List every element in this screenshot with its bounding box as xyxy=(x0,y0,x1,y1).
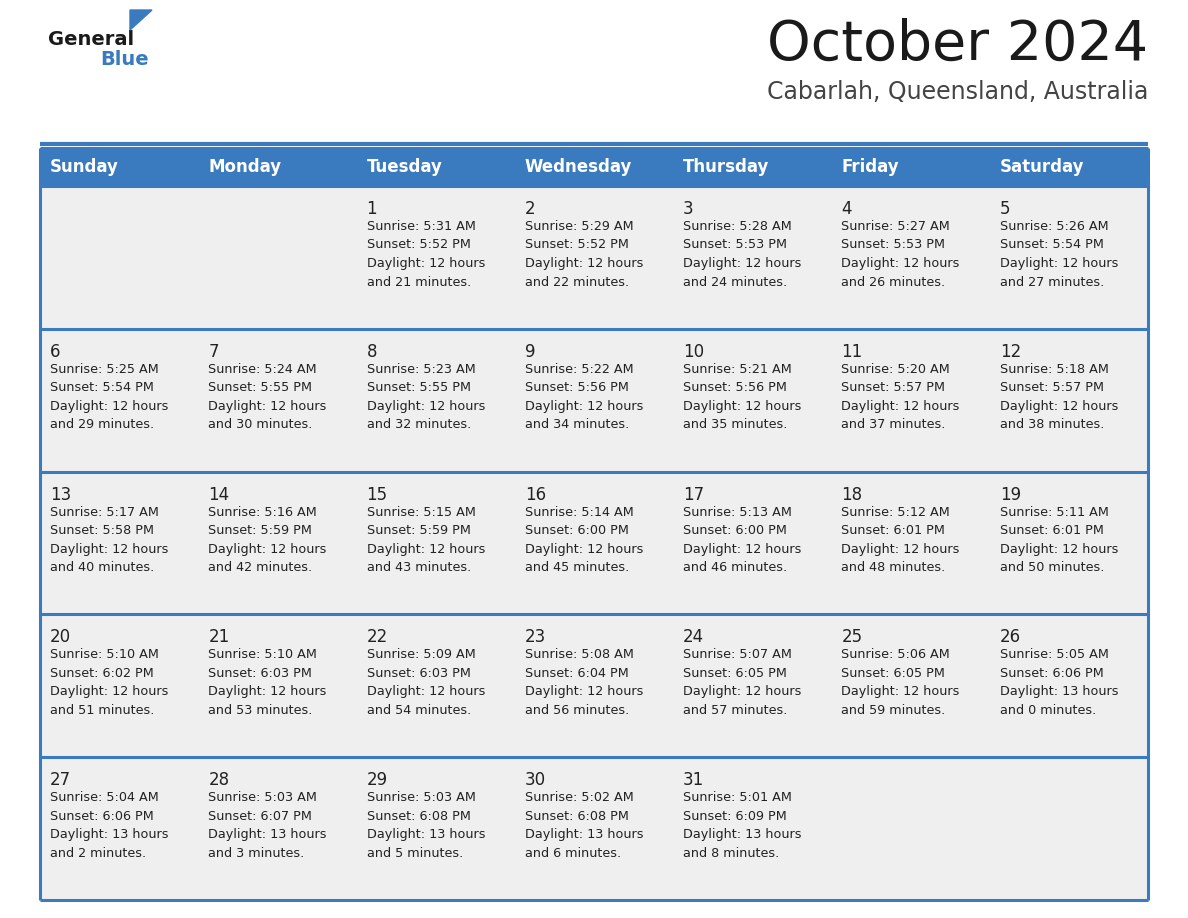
Text: Sunrise: 5:13 AM
Sunset: 6:00 PM
Daylight: 12 hours
and 46 minutes.: Sunrise: 5:13 AM Sunset: 6:00 PM Dayligh… xyxy=(683,506,802,574)
Text: Sunrise: 5:17 AM
Sunset: 5:58 PM
Daylight: 12 hours
and 40 minutes.: Sunrise: 5:17 AM Sunset: 5:58 PM Dayligh… xyxy=(50,506,169,574)
Text: Sunrise: 5:18 AM
Sunset: 5:57 PM
Daylight: 12 hours
and 38 minutes.: Sunrise: 5:18 AM Sunset: 5:57 PM Dayligh… xyxy=(1000,363,1118,431)
Text: Sunrise: 5:05 AM
Sunset: 6:06 PM
Daylight: 13 hours
and 0 minutes.: Sunrise: 5:05 AM Sunset: 6:06 PM Dayligh… xyxy=(1000,648,1118,717)
Text: 25: 25 xyxy=(841,629,862,646)
Text: 3: 3 xyxy=(683,200,694,218)
Text: Wednesday: Wednesday xyxy=(525,158,632,176)
Text: Sunrise: 5:29 AM
Sunset: 5:52 PM
Daylight: 12 hours
and 22 minutes.: Sunrise: 5:29 AM Sunset: 5:52 PM Dayligh… xyxy=(525,220,643,288)
Text: Sunrise: 5:03 AM
Sunset: 6:07 PM
Daylight: 13 hours
and 3 minutes.: Sunrise: 5:03 AM Sunset: 6:07 PM Dayligh… xyxy=(208,791,327,859)
Text: Sunrise: 5:08 AM
Sunset: 6:04 PM
Daylight: 12 hours
and 56 minutes.: Sunrise: 5:08 AM Sunset: 6:04 PM Dayligh… xyxy=(525,648,643,717)
Text: October 2024: October 2024 xyxy=(767,18,1148,72)
Bar xyxy=(40,614,1148,757)
Text: 27: 27 xyxy=(50,771,71,789)
Text: 21: 21 xyxy=(208,629,229,646)
Text: Sunrise: 5:14 AM
Sunset: 6:00 PM
Daylight: 12 hours
and 45 minutes.: Sunrise: 5:14 AM Sunset: 6:00 PM Dayligh… xyxy=(525,506,643,574)
Text: Sunrise: 5:04 AM
Sunset: 6:06 PM
Daylight: 13 hours
and 2 minutes.: Sunrise: 5:04 AM Sunset: 6:06 PM Dayligh… xyxy=(50,791,169,859)
Text: 18: 18 xyxy=(841,486,862,504)
Text: Sunrise: 5:10 AM
Sunset: 6:03 PM
Daylight: 12 hours
and 53 minutes.: Sunrise: 5:10 AM Sunset: 6:03 PM Dayligh… xyxy=(208,648,327,717)
Text: General: General xyxy=(48,30,134,49)
Text: 29: 29 xyxy=(367,771,387,789)
Text: Friday: Friday xyxy=(841,158,899,176)
Text: 28: 28 xyxy=(208,771,229,789)
Text: Sunrise: 5:21 AM
Sunset: 5:56 PM
Daylight: 12 hours
and 35 minutes.: Sunrise: 5:21 AM Sunset: 5:56 PM Dayligh… xyxy=(683,363,802,431)
Text: 20: 20 xyxy=(50,629,71,646)
Bar xyxy=(40,757,1148,900)
Text: 15: 15 xyxy=(367,486,387,504)
Text: Tuesday: Tuesday xyxy=(367,158,442,176)
Text: Thursday: Thursday xyxy=(683,158,770,176)
Text: Cabarlah, Queensland, Australia: Cabarlah, Queensland, Australia xyxy=(766,80,1148,104)
Bar xyxy=(40,329,1148,472)
Text: Sunrise: 5:28 AM
Sunset: 5:53 PM
Daylight: 12 hours
and 24 minutes.: Sunrise: 5:28 AM Sunset: 5:53 PM Dayligh… xyxy=(683,220,802,288)
Text: 12: 12 xyxy=(1000,342,1020,361)
Text: Monday: Monday xyxy=(208,158,282,176)
Text: Saturday: Saturday xyxy=(1000,158,1085,176)
Text: Sunrise: 5:07 AM
Sunset: 6:05 PM
Daylight: 12 hours
and 57 minutes.: Sunrise: 5:07 AM Sunset: 6:05 PM Dayligh… xyxy=(683,648,802,717)
Text: 13: 13 xyxy=(50,486,71,504)
Text: Sunrise: 5:06 AM
Sunset: 6:05 PM
Daylight: 12 hours
and 59 minutes.: Sunrise: 5:06 AM Sunset: 6:05 PM Dayligh… xyxy=(841,648,960,717)
Text: 24: 24 xyxy=(683,629,704,646)
Text: Sunrise: 5:31 AM
Sunset: 5:52 PM
Daylight: 12 hours
and 21 minutes.: Sunrise: 5:31 AM Sunset: 5:52 PM Dayligh… xyxy=(367,220,485,288)
Text: Sunrise: 5:12 AM
Sunset: 6:01 PM
Daylight: 12 hours
and 48 minutes.: Sunrise: 5:12 AM Sunset: 6:01 PM Dayligh… xyxy=(841,506,960,574)
Text: Sunrise: 5:20 AM
Sunset: 5:57 PM
Daylight: 12 hours
and 37 minutes.: Sunrise: 5:20 AM Sunset: 5:57 PM Dayligh… xyxy=(841,363,960,431)
Text: Sunrise: 5:09 AM
Sunset: 6:03 PM
Daylight: 12 hours
and 54 minutes.: Sunrise: 5:09 AM Sunset: 6:03 PM Dayligh… xyxy=(367,648,485,717)
Text: 16: 16 xyxy=(525,486,546,504)
Text: Sunrise: 5:16 AM
Sunset: 5:59 PM
Daylight: 12 hours
and 42 minutes.: Sunrise: 5:16 AM Sunset: 5:59 PM Dayligh… xyxy=(208,506,327,574)
Text: 5: 5 xyxy=(1000,200,1010,218)
Bar xyxy=(40,186,1148,329)
Text: 4: 4 xyxy=(841,200,852,218)
Text: Sunrise: 5:24 AM
Sunset: 5:55 PM
Daylight: 12 hours
and 30 minutes.: Sunrise: 5:24 AM Sunset: 5:55 PM Dayligh… xyxy=(208,363,327,431)
Text: Sunrise: 5:03 AM
Sunset: 6:08 PM
Daylight: 13 hours
and 5 minutes.: Sunrise: 5:03 AM Sunset: 6:08 PM Dayligh… xyxy=(367,791,485,859)
Text: Sunrise: 5:11 AM
Sunset: 6:01 PM
Daylight: 12 hours
and 50 minutes.: Sunrise: 5:11 AM Sunset: 6:01 PM Dayligh… xyxy=(1000,506,1118,574)
Text: 26: 26 xyxy=(1000,629,1020,646)
Text: 11: 11 xyxy=(841,342,862,361)
Text: 10: 10 xyxy=(683,342,704,361)
Text: 9: 9 xyxy=(525,342,536,361)
Text: 14: 14 xyxy=(208,486,229,504)
Text: Sunrise: 5:01 AM
Sunset: 6:09 PM
Daylight: 13 hours
and 8 minutes.: Sunrise: 5:01 AM Sunset: 6:09 PM Dayligh… xyxy=(683,791,802,859)
Bar xyxy=(40,148,1148,186)
Text: Sunday: Sunday xyxy=(50,158,119,176)
Bar xyxy=(40,472,1148,614)
Text: Sunrise: 5:10 AM
Sunset: 6:02 PM
Daylight: 12 hours
and 51 minutes.: Sunrise: 5:10 AM Sunset: 6:02 PM Dayligh… xyxy=(50,648,169,717)
Text: Blue: Blue xyxy=(100,50,148,69)
Text: Sunrise: 5:27 AM
Sunset: 5:53 PM
Daylight: 12 hours
and 26 minutes.: Sunrise: 5:27 AM Sunset: 5:53 PM Dayligh… xyxy=(841,220,960,288)
Text: 6: 6 xyxy=(50,342,61,361)
Text: 22: 22 xyxy=(367,629,387,646)
Text: 19: 19 xyxy=(1000,486,1020,504)
Text: 1: 1 xyxy=(367,200,378,218)
Text: 2: 2 xyxy=(525,200,536,218)
Text: Sunrise: 5:25 AM
Sunset: 5:54 PM
Daylight: 12 hours
and 29 minutes.: Sunrise: 5:25 AM Sunset: 5:54 PM Dayligh… xyxy=(50,363,169,431)
Text: Sunrise: 5:26 AM
Sunset: 5:54 PM
Daylight: 12 hours
and 27 minutes.: Sunrise: 5:26 AM Sunset: 5:54 PM Dayligh… xyxy=(1000,220,1118,288)
Text: 8: 8 xyxy=(367,342,377,361)
Text: Sunrise: 5:15 AM
Sunset: 5:59 PM
Daylight: 12 hours
and 43 minutes.: Sunrise: 5:15 AM Sunset: 5:59 PM Dayligh… xyxy=(367,506,485,574)
Text: 30: 30 xyxy=(525,771,546,789)
Text: 23: 23 xyxy=(525,629,546,646)
Polygon shape xyxy=(129,10,152,30)
Text: 7: 7 xyxy=(208,342,219,361)
Text: Sunrise: 5:02 AM
Sunset: 6:08 PM
Daylight: 13 hours
and 6 minutes.: Sunrise: 5:02 AM Sunset: 6:08 PM Dayligh… xyxy=(525,791,644,859)
Text: Sunrise: 5:23 AM
Sunset: 5:55 PM
Daylight: 12 hours
and 32 minutes.: Sunrise: 5:23 AM Sunset: 5:55 PM Dayligh… xyxy=(367,363,485,431)
Text: 31: 31 xyxy=(683,771,704,789)
Text: Sunrise: 5:22 AM
Sunset: 5:56 PM
Daylight: 12 hours
and 34 minutes.: Sunrise: 5:22 AM Sunset: 5:56 PM Dayligh… xyxy=(525,363,643,431)
Text: 17: 17 xyxy=(683,486,704,504)
